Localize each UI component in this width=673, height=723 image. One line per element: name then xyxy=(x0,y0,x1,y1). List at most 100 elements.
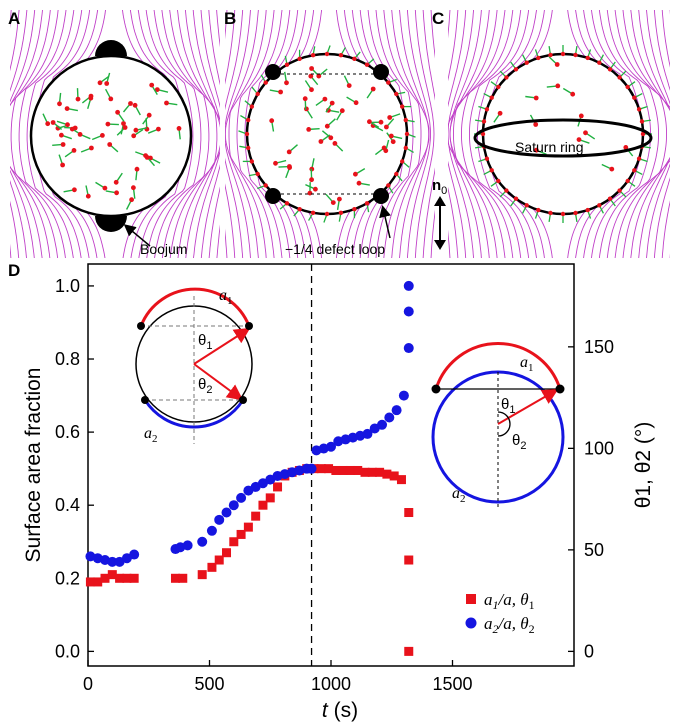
point-a1 xyxy=(389,471,399,481)
inset-left-arrow-1 xyxy=(193,327,251,365)
director-head xyxy=(497,110,503,116)
surface-head xyxy=(297,207,302,212)
director-head xyxy=(570,91,576,97)
surface-head xyxy=(324,211,330,217)
surface-head xyxy=(386,80,391,85)
surface-head xyxy=(364,201,370,206)
point-a1 xyxy=(236,529,246,539)
legend-label-a1: a1/a, θ1 xyxy=(484,590,535,612)
director-head xyxy=(50,120,56,125)
field-line xyxy=(161,10,210,258)
field-line xyxy=(225,10,244,258)
inset-right-a1-label: a1 xyxy=(520,354,534,374)
legend-label-a2: a2/a, θ2 xyxy=(484,614,535,636)
surface-head xyxy=(524,60,529,65)
director-head xyxy=(623,145,629,150)
inset-left-a2-label: a2 xyxy=(144,425,158,445)
point-a2 xyxy=(214,514,225,525)
point-a1 xyxy=(100,573,110,583)
panel-a-label: A xyxy=(8,9,20,28)
director-head xyxy=(143,153,149,159)
point-a2 xyxy=(107,556,118,567)
panel-b-label: B xyxy=(224,9,236,28)
director-head xyxy=(132,102,138,108)
inset-left-dot-bl xyxy=(141,396,149,404)
panel-c-annotation: Saturn ring xyxy=(515,139,583,155)
field-line xyxy=(192,10,220,258)
point-a2 xyxy=(182,540,193,551)
point-a1 xyxy=(404,555,414,565)
surface-head xyxy=(263,183,268,188)
field-line xyxy=(448,10,475,258)
x-tick-label: 500 xyxy=(194,674,224,694)
panel-c-director-arrow-up xyxy=(434,196,446,206)
surface-head xyxy=(513,67,519,72)
point-a1 xyxy=(382,469,392,479)
panel-b: −1/4 defect loop B xyxy=(201,5,435,263)
director-head xyxy=(131,133,137,139)
point-a2 xyxy=(362,428,373,439)
surface-head xyxy=(403,145,408,151)
surface-head xyxy=(484,156,490,161)
director-head xyxy=(309,177,314,183)
point-a2 xyxy=(403,280,414,291)
legend-marker-a1 xyxy=(466,594,476,604)
inset-left-dot-br xyxy=(239,396,247,404)
field-line xyxy=(449,10,490,258)
surface-head xyxy=(352,56,357,61)
inset-left-theta2-label: θ2 xyxy=(198,376,212,396)
point-a1 xyxy=(316,464,326,474)
director-head xyxy=(57,101,62,107)
surface-head xyxy=(403,117,408,123)
y-tick-label: 0.0 xyxy=(55,641,80,661)
director-head xyxy=(306,126,312,132)
field-line xyxy=(216,10,220,258)
point-a1 xyxy=(353,465,363,475)
director-head xyxy=(307,190,313,196)
inset-left-arc-a1 xyxy=(139,287,251,327)
surface-head xyxy=(310,210,316,215)
surface-head xyxy=(597,60,602,65)
surface-head xyxy=(536,207,541,213)
field-line xyxy=(224,5,238,263)
director-head xyxy=(176,125,182,131)
panel-c-director-arrow-down xyxy=(434,240,446,250)
surface-head xyxy=(548,210,553,216)
director-head xyxy=(287,164,292,169)
surface-head xyxy=(625,84,630,90)
surface-head xyxy=(338,53,344,58)
director-head xyxy=(134,166,140,172)
field-line xyxy=(145,10,194,258)
y2-axis-title: θ1, θ2 (°) xyxy=(632,422,655,509)
surface-head xyxy=(636,107,642,112)
point-a2 xyxy=(403,343,414,354)
field-line xyxy=(201,5,211,263)
field-line xyxy=(10,10,51,258)
y-axis-title: Surface area fraction xyxy=(22,368,45,563)
field-line xyxy=(622,10,670,258)
point-a1 xyxy=(331,465,341,475)
director-head xyxy=(154,87,160,92)
director-head xyxy=(309,66,314,71)
panel-a: Boojum A xyxy=(8,5,238,263)
x-tick-label: 1500 xyxy=(432,674,472,694)
data-markers xyxy=(85,280,414,656)
director-head xyxy=(269,118,275,124)
director-head xyxy=(88,95,94,101)
surface-head xyxy=(625,178,630,184)
surface-head xyxy=(560,211,566,217)
director-head xyxy=(534,147,539,153)
panel-a-boojum-bottom xyxy=(95,216,127,232)
panel-b-arrow xyxy=(379,205,391,239)
director-head xyxy=(554,62,560,67)
field-line xyxy=(646,10,670,258)
point-a1 xyxy=(338,465,348,475)
field-line xyxy=(453,10,506,258)
surface-head xyxy=(263,80,268,85)
director-head xyxy=(60,142,66,147)
inset-right-arrow xyxy=(497,388,559,425)
field-line xyxy=(448,10,451,258)
inset-right-a2-label: a2 xyxy=(452,485,466,505)
panel-a-interior-directors xyxy=(42,72,182,210)
director-head xyxy=(324,123,330,129)
